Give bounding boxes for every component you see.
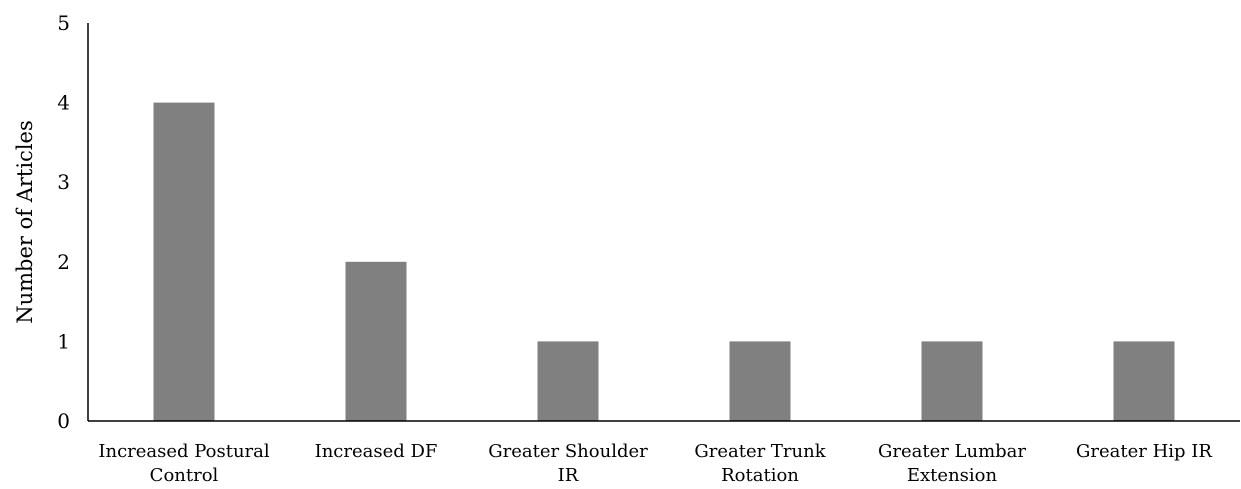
category-labels: Increased Postural Control Increased DF Gre… <box>98 441 1212 486</box>
bar <box>153 102 215 421</box>
bar <box>537 341 599 421</box>
category-label: Greater Shoulder <box>488 441 648 462</box>
category-label: IR <box>558 465 579 486</box>
category-label: Rotation <box>721 465 799 486</box>
bar <box>729 341 791 421</box>
y-axis-ticks: 0 1 2 3 4 5 <box>57 11 70 433</box>
bar <box>921 341 983 421</box>
y-axis-title: Number of Articles <box>13 120 37 324</box>
category-label: Increased Postural <box>98 441 270 462</box>
y-tick-label: 4 <box>57 91 70 115</box>
category-label: Greater Trunk <box>694 441 826 462</box>
y-tick-label: 5 <box>57 11 70 35</box>
category-label: Extension <box>907 465 998 486</box>
y-tick-label: 1 <box>57 329 70 353</box>
category-label: Increased DF <box>315 441 438 462</box>
y-tick-label: 3 <box>57 170 70 194</box>
category-label: Greater Lumbar <box>878 441 1026 462</box>
bar <box>1113 341 1175 421</box>
y-tick-label: 0 <box>57 409 70 433</box>
bars <box>153 102 1175 421</box>
bar <box>345 261 407 421</box>
y-tick-label: 2 <box>57 250 70 274</box>
category-label: Greater Hip IR <box>1076 441 1212 462</box>
category-label: Control <box>150 465 219 486</box>
